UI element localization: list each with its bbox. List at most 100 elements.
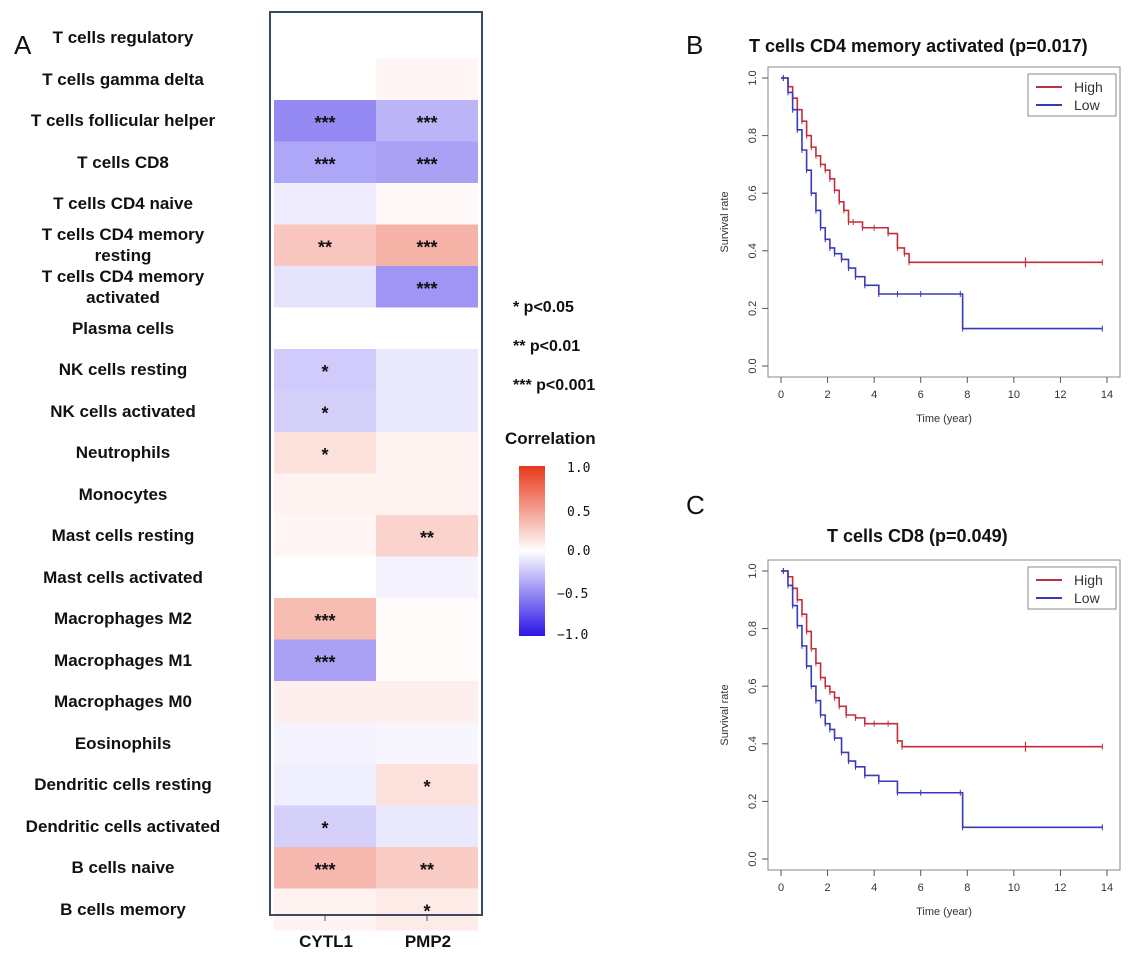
significance-mark-5-0: ** (318, 237, 332, 257)
km-c-xtick-label-0: 0 (778, 882, 784, 894)
row-label-5: T cells CD4 memory resting (41, 225, 205, 266)
heatmap-cell-12-1 (376, 515, 478, 557)
heatmap-cell-1-0 (274, 58, 376, 101)
km-c-xtick-label-6: 12 (1054, 882, 1066, 894)
row-label-0: T cells regulatory (52, 28, 194, 48)
colorbar-title: Correlation (505, 429, 596, 448)
km-b-ytick-label-2: 0.4 (747, 243, 759, 258)
km-c-ytick-label-1: 0.2 (747, 794, 759, 809)
heatmap-cell-18-0 (274, 764, 376, 806)
km-c-title: T cells CD8 (p=0.049) (827, 526, 1008, 546)
significance-mark-5-1: *** (416, 237, 437, 257)
km-plot-c: 0 2 4 6 8 10 12 14 0.0 0.2 0.4 0.6 0.8 1.0 Time (year)… (719, 559, 1121, 918)
km-b-xtick-label-5: 10 (1008, 389, 1020, 401)
heatmap-cell-0-0 (274, 17, 376, 59)
km-b-xtick-label-7: 14 (1101, 389, 1113, 401)
heatmap-cell-11-0 (274, 473, 376, 516)
heatmap-cell-16-0 (274, 681, 376, 723)
colorbar-tick-5: −1.0 (557, 628, 589, 643)
km-c-ytick-label-2: 0.4 (747, 736, 759, 751)
heatmap-cell-6-0 (274, 266, 376, 308)
heatmap-cell-19-1 (376, 805, 478, 848)
row-label-19: Dendritic cells activated (25, 816, 221, 836)
km-b-xtick-label-2: 4 (871, 389, 877, 401)
row-label-1: T cells gamma delta (42, 69, 204, 89)
row-label-8: NK cells resting (58, 360, 188, 380)
heatmap-cell-13-0 (274, 556, 376, 599)
colorbar-tick-2: 0.5 (567, 505, 591, 520)
row-label-11: Monocytes (78, 484, 168, 504)
heatmap-cell-17-1 (376, 722, 478, 765)
km-b-ytick-label-4: 0.8 (747, 128, 759, 143)
km-b-xtick-label-3: 6 (918, 389, 924, 401)
significance-key-3: *** p<0.001 (513, 377, 596, 394)
colorbar-tick-4: −0.5 (557, 587, 589, 602)
heatmap-cell-10-0 (274, 432, 376, 474)
km-c-ytick-label-3: 0.6 (747, 679, 759, 694)
row-label-7: Plasma cells (71, 318, 175, 338)
row-label-14: Macrophages M2 (54, 609, 192, 629)
km-b-xlabel: Time (year) (916, 413, 972, 425)
heatmap-cell-4-0 (274, 183, 376, 225)
column-label-pmp2: PMP2 (404, 932, 452, 951)
heatmap-cell-15-0 (274, 639, 376, 682)
row-label-3: T cells CD8 (77, 152, 169, 172)
km-c-xtick-label-3: 6 (918, 882, 924, 894)
heatmap-cell-17-0 (274, 722, 376, 765)
km-b-ytick-label-3: 0.6 (747, 186, 759, 201)
km-b-xtick-label-0: 0 (778, 389, 784, 401)
km-b-curve-low (781, 77, 1103, 330)
km-c-xtick-label-4: 8 (964, 882, 970, 894)
heatmap-cell-8-1 (376, 349, 478, 391)
row-label-10: Neutrophils (75, 443, 171, 463)
heatmap-cell-0-1 (376, 17, 478, 59)
heatmap-cell-2-1 (376, 100, 478, 142)
row-label-6: T cells CD4 memory activated (41, 266, 205, 307)
km-c-xlabel: Time (year) (916, 906, 972, 918)
heatmap-cell-20-1 (376, 847, 478, 889)
heatmap-cell-7-1 (376, 307, 478, 350)
row-label-20: B cells naive (71, 858, 175, 878)
significance-mark-20-0: *** (314, 860, 335, 880)
km-b-legend-label-low: Low (1074, 97, 1101, 113)
heatmap-cell-21-1 (376, 888, 478, 931)
row-label-16: Macrophages M0 (54, 692, 192, 712)
significance-key-1: * p<0.05 (513, 299, 574, 316)
heatmap-cell-16-1 (376, 681, 478, 723)
heatmap-cell-2-0 (274, 100, 376, 142)
significance-mark-3-1: *** (416, 154, 437, 174)
heatmap-cell-5-0 (274, 224, 376, 267)
km-b-frame (767, 66, 1121, 378)
colorbar-tick-1: 1.0 (567, 461, 591, 476)
heatmap-cell-14-1 (376, 598, 478, 640)
heatmap-cell-21-0 (274, 888, 376, 931)
heatmap-cell-9-1 (376, 390, 478, 433)
significance-mark-9-0: * (321, 403, 328, 423)
heatmap-cell-10-1 (376, 432, 478, 474)
km-c-curve-low (781, 570, 1103, 829)
significance-mark-2-1: *** (416, 113, 437, 133)
km-b-xtick-label-1: 2 (825, 389, 831, 401)
row-label-13: Mast cells activated (43, 567, 203, 587)
km-c-legend-label-high: High (1074, 572, 1103, 588)
row-label-9: NK cells activated (50, 401, 196, 421)
colorbar (519, 466, 545, 636)
significance-mark-14-0: *** (314, 611, 335, 631)
heatmap-cell-15-1 (376, 639, 478, 682)
heatmap-cell-5-1 (376, 224, 478, 267)
significance-mark-20-1: ** (420, 860, 434, 880)
heatmap-cell-9-0 (274, 390, 376, 433)
heatmap-cell-12-0 (274, 515, 376, 557)
heatmap-cell-11-1 (376, 473, 478, 516)
km-b-legend-label-high: High (1074, 79, 1103, 95)
row-label-21: B cells memory (60, 899, 186, 919)
km-c-xtick-label-2: 4 (871, 882, 877, 894)
heatmap-cell-1-1 (376, 58, 478, 101)
km-c-legend-label-low: Low (1074, 590, 1101, 606)
heatmap-cell-7-0 (274, 307, 376, 350)
row-label-2: T cells follicular helper (30, 111, 216, 131)
significance-mark-12-1: ** (420, 528, 434, 548)
km-c-xtick-label-5: 10 (1008, 882, 1020, 894)
km-b-ytick-label-0: 0.0 (747, 358, 759, 373)
